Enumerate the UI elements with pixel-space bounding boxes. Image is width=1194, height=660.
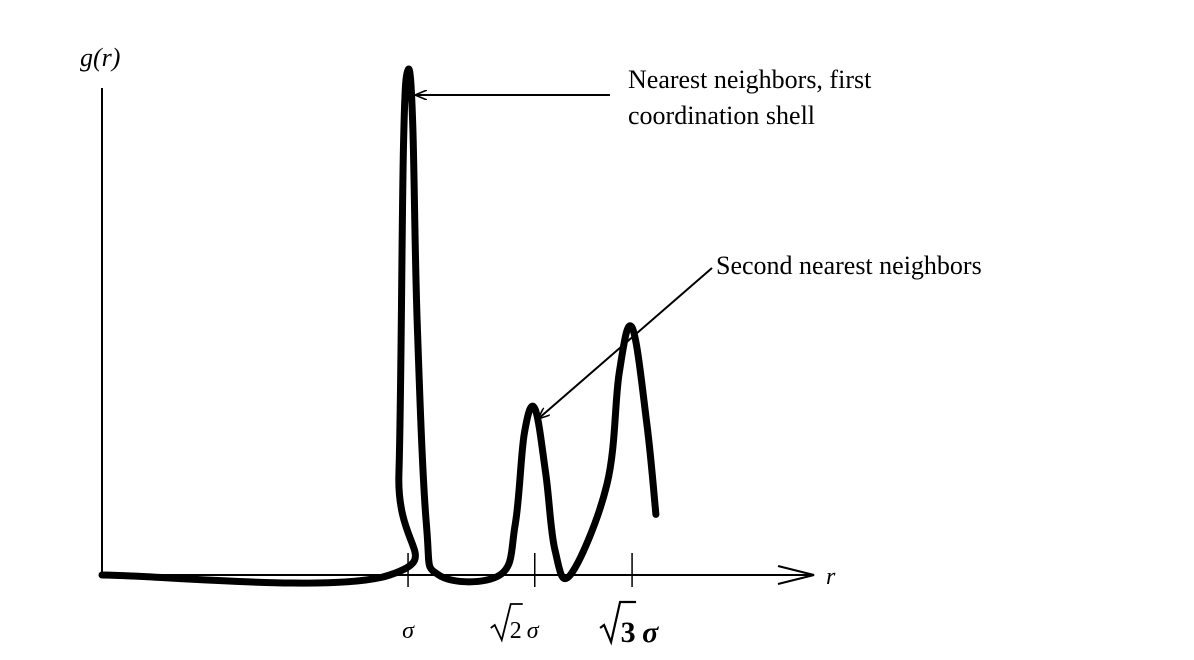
x-tick-label-radicand: 2 [510,618,522,644]
annotation-arrow-second-nearest-neighbors [539,267,713,418]
annotation-second-nearest-neighbors: Second nearest neighbors [716,251,982,280]
radical-sign [490,603,523,643]
x-axis-arrowhead [777,565,815,585]
x-tick-label-radicand: 3 [621,616,636,649]
annotation-nearest-neighbors-line2: coordination shell [628,101,815,130]
x-tick-label-sigma: σ [402,618,415,644]
x-tick-label-sqrt2-sigma: 2 σ [490,603,540,644]
annotation-nearest-neighbors-line1: Nearest neighbors, first [628,65,872,94]
x-tick-label-suffix: σ [642,616,659,649]
x-tick-label-suffix: σ [527,618,540,644]
x-tick-label-sqrt3-sigma: 3 σ [599,600,659,649]
series-line-g-r [98,65,660,587]
radical-sign [599,600,637,646]
y-axis-label: g(r) [80,43,120,72]
x-axis-label: r [826,564,836,590]
